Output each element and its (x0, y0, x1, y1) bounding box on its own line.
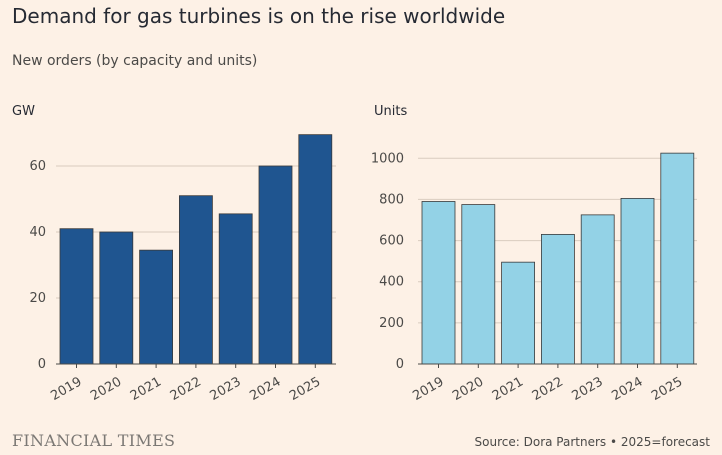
units-x-tick-label: 2020 (450, 374, 486, 404)
gw-y-tick-label: 60 (29, 159, 46, 174)
gw-y-tick-label: 40 (29, 225, 46, 240)
units-bar-2025 (660, 152, 695, 365)
units-bar-2022 (541, 233, 575, 365)
units-bar-2024 (620, 197, 655, 365)
gw-bar-2025 (298, 134, 333, 365)
chart-title: Demand for gas turbines is on the rise w… (12, 4, 506, 28)
chart-subtitle: New orders (by capacity and units) (12, 53, 258, 69)
gw-y-tick-label: 0 (38, 357, 46, 372)
right-axis-unit-label: Units (374, 104, 408, 119)
units-bar-2023 (580, 214, 615, 365)
units-y-tick-label: 200 (379, 316, 404, 331)
units-y-tick-label: 400 (379, 275, 404, 290)
gw-y-tick-label: 20 (29, 291, 46, 306)
left-axis-unit-label: GW (12, 104, 35, 119)
units-y-tick-label: 600 (379, 234, 404, 249)
units-x-tick-label: 2019 (410, 374, 446, 404)
ft-logo: FINANCIAL TIMES (12, 431, 176, 450)
gw-bar-2020 (99, 231, 134, 365)
units-y-tick-label: 0 (396, 357, 404, 372)
units-x-tick-label: 2025 (649, 374, 685, 404)
source-note: Source: Dora Partners • 2025=forecast (474, 435, 710, 449)
units-x-tick-label: 2024 (609, 374, 645, 404)
gw-bar-2024 (258, 165, 293, 365)
gw-bar-2022 (178, 195, 213, 365)
gw-bar-2023 (218, 213, 253, 365)
units-x-tick-label: 2023 (570, 374, 606, 404)
units-y-tick-label: 1000 (371, 151, 404, 166)
units-x-tick-label: 2022 (530, 374, 566, 404)
gw-bar-2021 (139, 249, 174, 365)
units-bar-2021 (501, 261, 536, 365)
units-bar-2019 (421, 201, 456, 365)
units-y-tick-label: 800 (379, 192, 404, 207)
units-x-tick-label: 2021 (490, 374, 526, 404)
units-bar-2020 (461, 204, 496, 365)
